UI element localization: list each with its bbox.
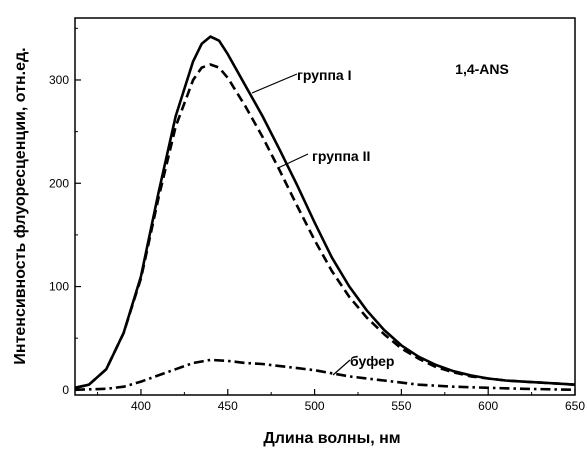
x-tick-label: 650: [565, 399, 585, 413]
x-tick-label: 550: [391, 399, 411, 413]
leader-line-group2: [277, 153, 309, 169]
annotation-14ans: 1,4-ANS: [455, 61, 509, 77]
series-line-buffer: [74, 358, 576, 392]
tick-labels: 400 450 500 550 600 650 0 100 200 300: [49, 73, 585, 413]
y-axis-title: Интенсивность флуоресценции, отн.ед.: [12, 47, 29, 364]
leader-line-buffer: [332, 359, 351, 376]
x-tick-label: 450: [218, 399, 238, 413]
x-tick-label: 500: [305, 399, 325, 413]
series-label-group2: группа II: [312, 148, 370, 164]
series-lines: [74, 35, 576, 392]
axis-ticks: [75, 27, 576, 395]
leader-line-group1: [251, 73, 298, 94]
series-line-group1: [74, 35, 576, 390]
y-tick-label: 100: [49, 280, 69, 294]
x-tick-label: 400: [131, 399, 151, 413]
plot-frame: [74, 17, 576, 396]
y-tick-label: 200: [49, 176, 69, 190]
x-axis-title: Длина волны, нм: [263, 430, 400, 447]
series-label-group1: группа I: [297, 67, 351, 83]
series-label-buffer: буфер: [350, 353, 394, 369]
y-tick-label: 300: [49, 73, 69, 87]
y-tick-label: 0: [62, 383, 69, 397]
series-line-group2: [74, 63, 576, 390]
x-tick-label: 600: [478, 399, 498, 413]
